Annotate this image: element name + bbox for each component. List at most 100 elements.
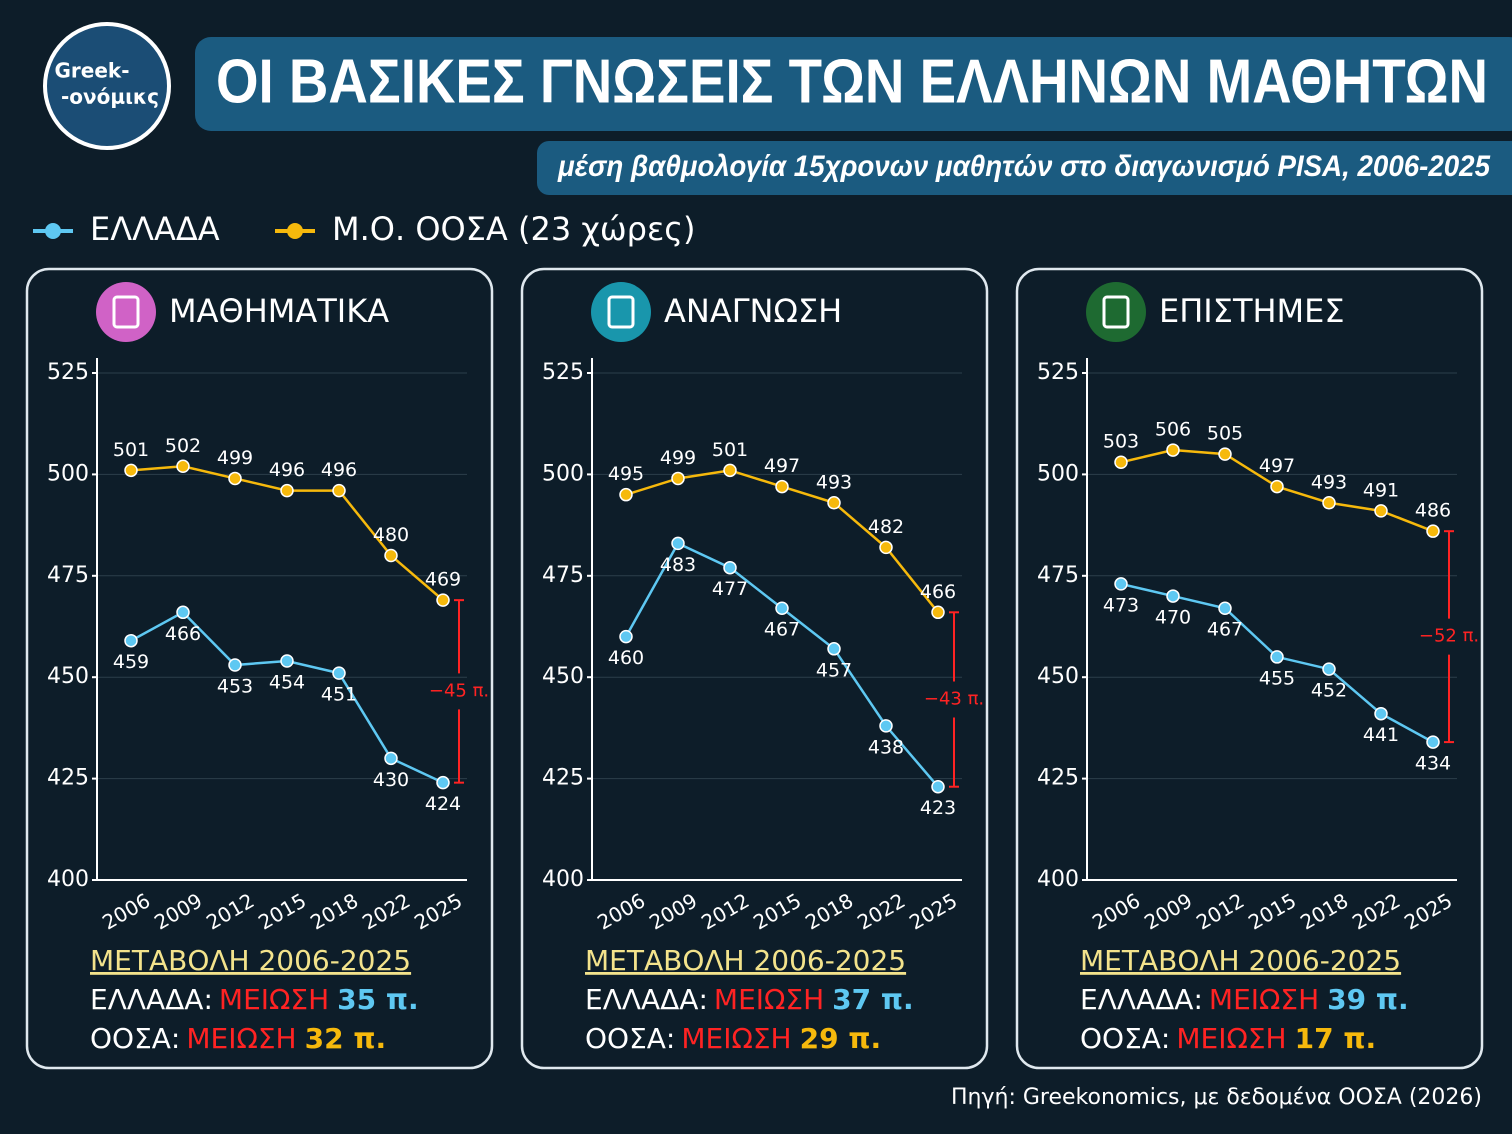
summary-change: ΜΕΙΩΣΗ [219,983,329,1016]
summary-label: ΟΟΣΑ: [90,1022,180,1055]
panel [1015,267,1484,1070]
summary-change: ΜΕΙΩΣΗ [1209,983,1319,1016]
panel-title: ΑΝΑΓΝΩΣΗ [664,292,842,330]
data-label: 470 [1155,607,1191,629]
summary-change: ΜΕΙΩΣΗ [681,1022,791,1055]
data-point [436,593,450,607]
data-label: 495 [608,463,644,485]
data-point [1114,577,1128,591]
data-point [1322,496,1336,510]
panel-title: ΜΑΘΗΜΑΤΙΚΑ [169,292,389,330]
data-label: 467 [1207,619,1243,641]
summary-row: ΟΟΣΑ: ΜΕΙΩΣΗ 32 π. [90,1022,386,1055]
data-label: 454 [269,671,305,693]
data-point [931,605,945,620]
data-point [280,654,294,668]
data-label: 424 [425,793,461,815]
data-point [124,463,138,478]
data-label: 438 [868,736,904,758]
data-point [1114,455,1128,469]
data-label: 466 [165,623,201,645]
legend-label: ΕΛΛΑΔΑ [90,210,220,248]
summary-amount: 29 π. [800,1022,882,1055]
subtitle: μέση βαθμολογία 15χρονων μαθητών στο δια… [557,150,1491,183]
logo-text: Greek- [54,59,129,83]
data-point [332,666,346,680]
summary-change: ΜΕΙΩΣΗ [714,983,824,1016]
data-label: 434 [1415,753,1451,775]
data-label: 441 [1363,724,1399,746]
data-label: 497 [1259,455,1295,477]
data-point [827,642,841,656]
data-label: 466 [920,581,956,603]
y-tick-label: 425 [1037,766,1079,791]
y-tick-label: 425 [542,766,584,791]
data-point [332,483,346,498]
data-point [1218,447,1232,461]
summary-label: ΕΛΛΑΔΑ: [90,983,213,1016]
icon-glyph [112,295,140,329]
data-point [1374,504,1388,518]
data-label: 496 [321,459,357,481]
summary-row: ΟΟΣΑ: ΜΕΙΩΣΗ 29 π. [585,1022,881,1055]
gap-label: −45 π. [429,680,489,701]
y-tick-label: 475 [1037,563,1079,588]
legend-label: Μ.Ο. ΟΟΣΑ (23 χώρες) [332,210,696,248]
y-tick-label: 450 [542,664,584,689]
data-point [384,548,398,563]
data-point [436,775,450,790]
y-tick-label: 475 [542,563,584,588]
data-label: 430 [373,769,409,791]
summary-row: ΕΛΛΑΔΑ: ΜΕΙΩΣΗ 35 π. [90,983,419,1016]
data-point [1426,524,1440,538]
summary-amount: 39 π. [1327,983,1409,1016]
y-tick-label: 500 [47,461,89,486]
data-point [1166,589,1180,603]
summary-row: ΕΛΛΑΔΑ: ΜΕΙΩΣΗ 39 π. [1080,983,1409,1016]
summary-label: ΕΛΛΑΔΑ: [1080,983,1203,1016]
data-label: 473 [1103,594,1139,616]
data-point [1270,650,1284,664]
data-label: 452 [1311,680,1347,702]
subtitle-banner [537,141,1512,195]
data-point [827,496,841,510]
data-label: 477 [712,578,748,600]
summary-amount: 32 π. [305,1022,387,1055]
title: ΟΙ ΒΑΣΙΚΕΣ ΓΝΩΣΕΙΣ ΤΩΝ ΕΛΛΗΝΩΝ ΜΑΘΗΤΩΝ [216,47,1488,116]
data-point [176,459,190,474]
y-tick-label: 525 [542,360,584,385]
data-point [1270,479,1284,494]
data-label: 455 [1259,667,1295,689]
y-tick-label: 400 [542,867,584,892]
data-point [723,560,737,575]
summary-row: ΕΛΛΑΔΑ: ΜΕΙΩΣΗ 37 π. [585,983,914,1016]
legend-marker [287,223,303,239]
data-label: 493 [816,471,852,493]
data-point [176,605,190,620]
data-point [124,633,138,648]
summary-label: ΟΟΣΑ: [585,1022,675,1055]
y-tick-label: 475 [47,563,89,588]
data-label: 496 [269,459,305,481]
data-label: 491 [1363,479,1399,501]
summary-change: ΜΕΙΩΣΗ [1176,1022,1286,1055]
panel [520,267,989,1070]
data-label: 503 [1103,431,1139,453]
summary-heading: ΜΕΤΑΒΟΛΗ 2006-2025 [585,944,906,977]
icon-glyph [1102,295,1130,329]
legend-marker [45,223,61,239]
y-tick-label: 500 [542,461,584,486]
data-label: 460 [608,647,644,669]
y-tick-label: 400 [47,867,89,892]
data-point [1322,662,1336,676]
gap-label: −52 π. [1419,626,1479,647]
data-label: 506 [1155,419,1191,441]
y-tick-label: 450 [47,664,89,689]
data-label: 486 [1415,500,1451,522]
data-label: 499 [660,447,696,469]
data-point [1426,735,1440,749]
y-tick-label: 400 [1037,867,1079,892]
data-point [228,658,242,672]
gap-label: −43 π. [924,689,984,710]
data-label: 480 [373,524,409,546]
